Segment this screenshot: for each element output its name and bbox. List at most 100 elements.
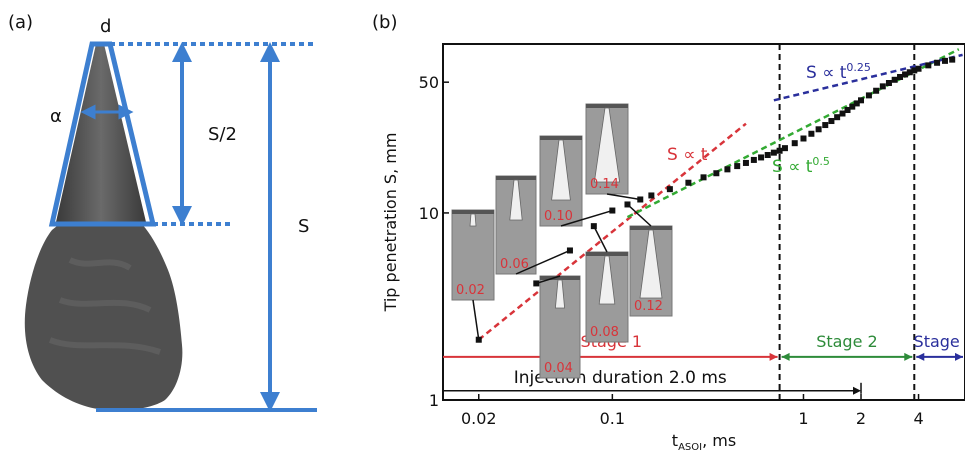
data-point-26 <box>822 122 829 129</box>
y-tick-label-1: 1 <box>429 391 439 410</box>
panel-a-label: (a) <box>8 12 33 33</box>
half-s-label: S/2 <box>208 124 237 145</box>
inset-label-5: 0.10 <box>544 209 573 224</box>
inset-spray-6 <box>639 229 663 299</box>
y-axis-label: Tip penetration S, mm <box>381 133 400 313</box>
data-point-22 <box>791 140 798 147</box>
inset-top-bar-5 <box>540 136 582 140</box>
data-point-40 <box>902 71 909 78</box>
data-point-42 <box>911 67 918 74</box>
inset-spray-5 <box>551 139 571 201</box>
inset-spray-7 <box>593 107 621 183</box>
injection-arrowhead <box>853 386 862 395</box>
inset-label-7: 0.14 <box>590 177 619 192</box>
inset-label-6: 0.12 <box>634 299 663 314</box>
inset-spray-1 <box>469 213 477 227</box>
stage-arrowhead-right-2 <box>904 352 913 361</box>
data-point-47 <box>949 56 956 63</box>
plot-frame <box>442 43 965 401</box>
data-point-27 <box>828 118 835 125</box>
fit-label-1: S ∝ t <box>667 145 708 165</box>
inset-top-bar-2 <box>540 276 580 280</box>
alpha-label: α <box>50 106 62 127</box>
inset-top-bar-4 <box>586 252 628 256</box>
panel-a: (a) d α S/2 S <box>8 12 317 412</box>
data-point-16 <box>750 156 757 163</box>
stage-arrowhead-right-3 <box>955 352 963 361</box>
fit-label-3: S ∝ t0.25 <box>806 61 871 83</box>
x-tick-label-1: 0.02 <box>461 409 497 428</box>
fit-line-2 <box>626 48 960 219</box>
inset-top-bar-7 <box>586 104 628 108</box>
fit-line-1 <box>477 122 747 341</box>
data-point-9 <box>666 186 673 193</box>
inset-spray-3 <box>509 179 523 221</box>
data-point-12 <box>713 170 720 177</box>
fit-label-2: S ∝ t0.5 <box>772 155 830 177</box>
inset-connector-4 <box>593 225 608 253</box>
data-point-19 <box>770 149 777 156</box>
inset-connector-2 <box>536 275 561 285</box>
x-tick-label-4: 2 <box>856 409 866 428</box>
data-point-31 <box>849 103 856 110</box>
inset-connector-5 <box>560 209 613 227</box>
stage-label-3: Stage 3 <box>914 332 965 351</box>
spray-tip-image <box>56 44 146 222</box>
inset-spray-2 <box>554 279 566 309</box>
s-label: S <box>298 216 309 237</box>
data-point-10 <box>685 179 692 186</box>
data-point-14 <box>734 163 741 170</box>
y-tick-label-2: 10 <box>419 204 439 223</box>
data-point-43 <box>915 65 922 72</box>
data-point-34 <box>865 92 872 99</box>
spray-body-image <box>24 222 183 411</box>
data-point-15 <box>742 159 749 166</box>
data-point-8 <box>648 192 655 199</box>
inset-label-4: 0.08 <box>590 325 619 340</box>
y-tick-label-3: 50 <box>419 73 439 92</box>
inset-top-bar-6 <box>630 226 672 230</box>
stage-arrowhead-left-2 <box>781 352 790 361</box>
data-point-23 <box>800 135 807 142</box>
inset-label-2: 0.04 <box>544 361 573 376</box>
panel-b: (b) Tip penetration S, mm tASOI, ms 0.02… <box>372 12 965 453</box>
inset-connector-7 <box>606 193 641 201</box>
data-point-37 <box>885 80 892 87</box>
inset-connector-1 <box>472 299 480 340</box>
data-point-33 <box>858 97 865 104</box>
data-point-13 <box>724 166 731 173</box>
inset-connector-6 <box>626 203 652 227</box>
data-point-20 <box>776 147 783 154</box>
inset-connector-3 <box>515 249 571 275</box>
data-point-38 <box>891 76 898 83</box>
inset-spray-4 <box>598 255 616 305</box>
data-point-39 <box>897 73 904 80</box>
inset-images: 0.02 0.04 0.06 0.08 0.10 0.12 0.14 <box>451 103 673 379</box>
data-point-36 <box>879 83 886 90</box>
x-tick-label-2: 0.1 <box>600 409 625 428</box>
x-tick-label-3: 1 <box>798 409 808 428</box>
axis-ticks: 0.02 0.1 1 2 4 1 10 50 <box>419 73 924 428</box>
panel-b-label: (b) <box>372 12 397 33</box>
x-axis-label: tASOI, ms <box>672 431 736 453</box>
data-point-24 <box>808 130 815 137</box>
stage-label-2: Stage 2 <box>816 332 878 351</box>
data-point-21 <box>781 145 788 152</box>
inset-top-bar-1 <box>452 210 494 214</box>
fit-labels: S ∝ t S ∝ t0.5 S ∝ t0.25 <box>667 61 871 177</box>
data-point-32 <box>853 100 860 107</box>
data-point-17 <box>758 154 765 161</box>
data-point-28 <box>834 114 841 121</box>
stage-arrowhead-right-1 <box>769 352 778 361</box>
x-tick-label-5: 4 <box>913 409 923 428</box>
data-point-45 <box>934 59 941 66</box>
data-point-25 <box>815 126 822 133</box>
data-point-46 <box>941 57 948 64</box>
data-point-41 <box>906 69 913 76</box>
inset-top-bar-3 <box>496 176 536 180</box>
stage-arrowhead-left-3 <box>916 352 925 361</box>
data-point-30 <box>844 107 851 114</box>
d-label: d <box>100 16 111 37</box>
data-point-11 <box>700 174 707 181</box>
